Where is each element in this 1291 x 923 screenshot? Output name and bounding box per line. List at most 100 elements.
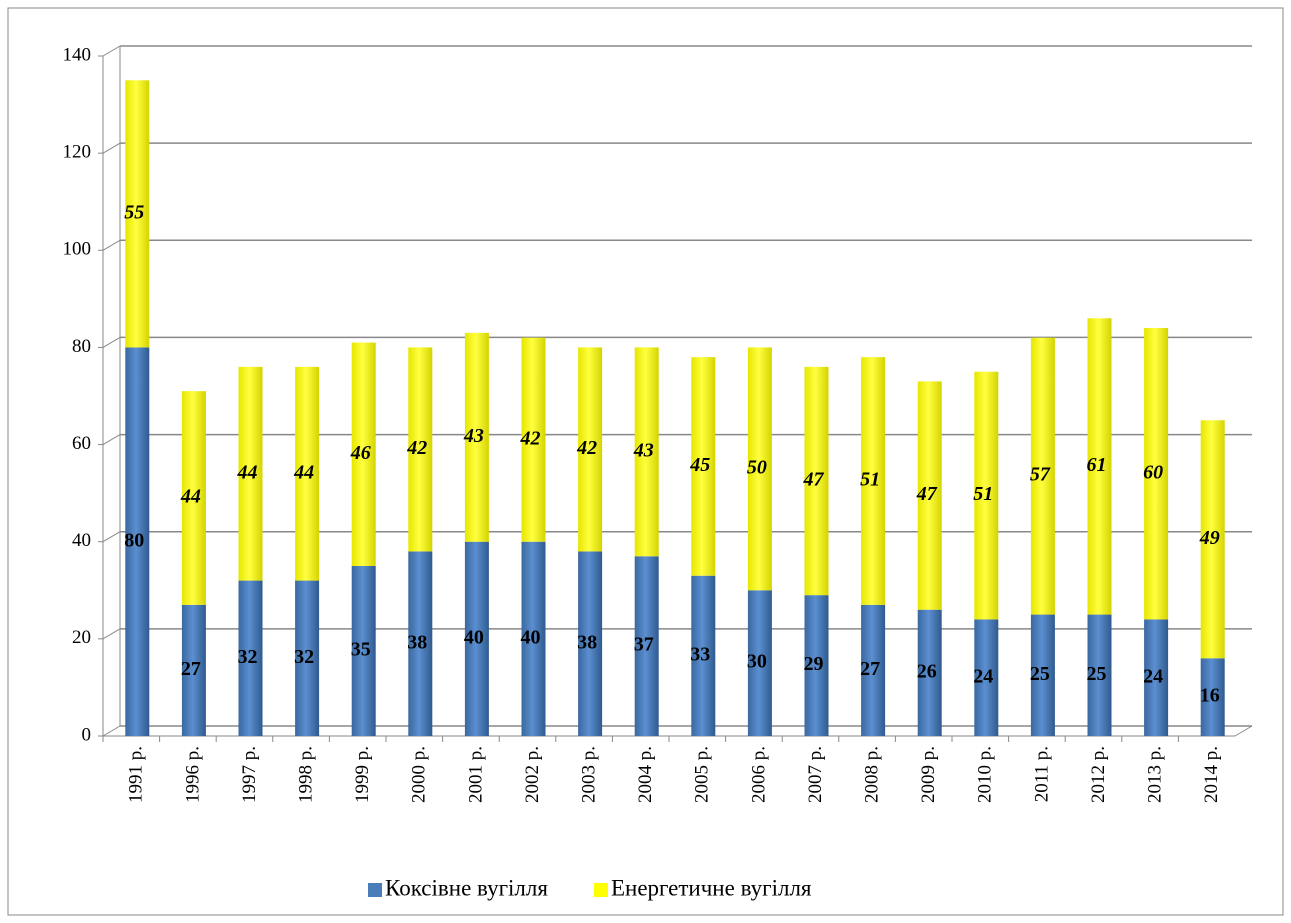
x-tick-label: 1996 р. bbox=[182, 746, 203, 803]
data-label: 47 bbox=[916, 483, 938, 505]
data-label: 16 bbox=[1200, 685, 1220, 707]
data-label: 30 bbox=[747, 651, 767, 673]
data-label: 26 bbox=[917, 660, 937, 682]
data-label: 51 bbox=[860, 469, 880, 491]
data-label: 25 bbox=[1087, 663, 1107, 685]
bar-segment bbox=[1200, 420, 1225, 659]
data-label: 57 bbox=[1030, 464, 1051, 486]
data-label: 43 bbox=[633, 439, 654, 461]
bar-segment bbox=[861, 357, 886, 605]
data-label: 33 bbox=[690, 643, 710, 665]
bar-segment bbox=[578, 551, 603, 736]
data-label: 42 bbox=[406, 437, 427, 459]
y-tick-label: 140 bbox=[63, 44, 92, 65]
data-label: 80 bbox=[124, 529, 144, 551]
data-label: 51 bbox=[973, 483, 993, 505]
bar-segment bbox=[295, 580, 320, 736]
bar-segment bbox=[295, 366, 320, 581]
bar-segment bbox=[1144, 619, 1169, 736]
bar-segment bbox=[974, 619, 999, 736]
data-label: 27 bbox=[860, 658, 880, 680]
bar-segment bbox=[125, 80, 150, 348]
bar-segment bbox=[181, 391, 206, 605]
data-label: 60 bbox=[1143, 461, 1163, 483]
x-tick-label: 2004 р. bbox=[635, 746, 656, 803]
bar-segment bbox=[634, 556, 659, 736]
bar-segment bbox=[408, 347, 433, 552]
legend-swatch bbox=[593, 883, 608, 897]
x-tick-label: 2008 р. bbox=[861, 746, 882, 803]
bar-segment bbox=[691, 575, 716, 736]
bar-segment bbox=[1200, 658, 1225, 736]
bar-segment bbox=[238, 366, 263, 581]
data-label: 32 bbox=[238, 646, 258, 668]
wall-diagonal bbox=[102, 45, 121, 57]
bar-segment bbox=[691, 357, 716, 576]
x-tick-label: 2012 р. bbox=[1088, 746, 1109, 803]
bar-segment bbox=[464, 541, 489, 736]
data-label: 50 bbox=[747, 456, 767, 478]
bar-segment bbox=[634, 347, 659, 557]
bar-segment bbox=[917, 609, 942, 736]
bar-segment bbox=[521, 541, 546, 736]
legend-swatch bbox=[368, 883, 382, 897]
bar-segment bbox=[747, 347, 772, 591]
wall-diagonal bbox=[102, 336, 121, 348]
bar-segment bbox=[408, 551, 433, 736]
floor-side bbox=[1234, 725, 1253, 737]
data-label: 40 bbox=[521, 626, 541, 648]
x-tick-label: 2006 р. bbox=[748, 746, 769, 803]
data-label: 49 bbox=[1199, 527, 1220, 549]
wall-diagonal bbox=[102, 434, 121, 446]
legend-label: Коксівне вугілля bbox=[385, 875, 548, 900]
bar-segment bbox=[578, 347, 603, 552]
x-tick-label: 2014 р. bbox=[1201, 746, 1222, 803]
bar-segment bbox=[125, 347, 150, 736]
x-tick-label: 2001 р. bbox=[465, 746, 486, 803]
x-tick-label: 2003 р. bbox=[578, 746, 599, 803]
y-tick-label: 80 bbox=[72, 336, 91, 357]
bar-segment bbox=[351, 566, 376, 736]
y-tick-label: 40 bbox=[72, 530, 91, 551]
y-tick-label: 100 bbox=[63, 239, 92, 260]
x-tick-label: 2005 р. bbox=[692, 746, 713, 803]
wall-diagonal bbox=[102, 531, 121, 543]
x-tick-label: 2002 р. bbox=[522, 746, 543, 803]
bar-segment bbox=[861, 604, 886, 736]
chart-frame bbox=[7, 7, 1284, 916]
x-tick-label: 2009 р. bbox=[918, 746, 939, 803]
data-label: 44 bbox=[180, 486, 201, 508]
x-tick-label: 1998 р. bbox=[295, 746, 316, 803]
bar-segment bbox=[974, 371, 999, 620]
bar-segment bbox=[1030, 614, 1055, 736]
data-label: 25 bbox=[1030, 663, 1050, 685]
data-label: 35 bbox=[351, 639, 371, 661]
x-tick-label: 1991 р. bbox=[126, 746, 147, 803]
data-label: 45 bbox=[689, 454, 710, 476]
data-label: 40 bbox=[464, 626, 484, 648]
x-tick-label: 2007 р. bbox=[805, 746, 826, 803]
bar-segment bbox=[804, 595, 829, 736]
data-label: 24 bbox=[1143, 665, 1163, 687]
data-label: 47 bbox=[803, 469, 825, 491]
x-tick-label: 2011 р. bbox=[1031, 746, 1052, 802]
data-label: 42 bbox=[520, 427, 541, 449]
y-tick-label: 20 bbox=[72, 627, 91, 648]
y-tick-label: 60 bbox=[72, 433, 91, 454]
bar-segment bbox=[181, 604, 206, 736]
data-label: 42 bbox=[576, 437, 597, 459]
data-label: 61 bbox=[1087, 454, 1107, 476]
y-tick-label: 120 bbox=[63, 142, 92, 163]
x-tick-label: 2013 р. bbox=[1144, 746, 1165, 803]
data-label: 32 bbox=[294, 646, 314, 668]
wall-diagonal bbox=[102, 142, 121, 154]
wall-diagonal bbox=[102, 628, 121, 640]
data-label: 27 bbox=[181, 658, 201, 680]
bar-segment bbox=[804, 366, 829, 596]
wall-diagonal bbox=[102, 725, 121, 737]
x-tick-label: 1999 р. bbox=[352, 746, 373, 803]
data-label: 44 bbox=[293, 461, 314, 483]
data-label: 46 bbox=[350, 442, 371, 464]
x-tick-label: 1997 р. bbox=[239, 746, 260, 803]
data-label: 29 bbox=[804, 653, 824, 675]
